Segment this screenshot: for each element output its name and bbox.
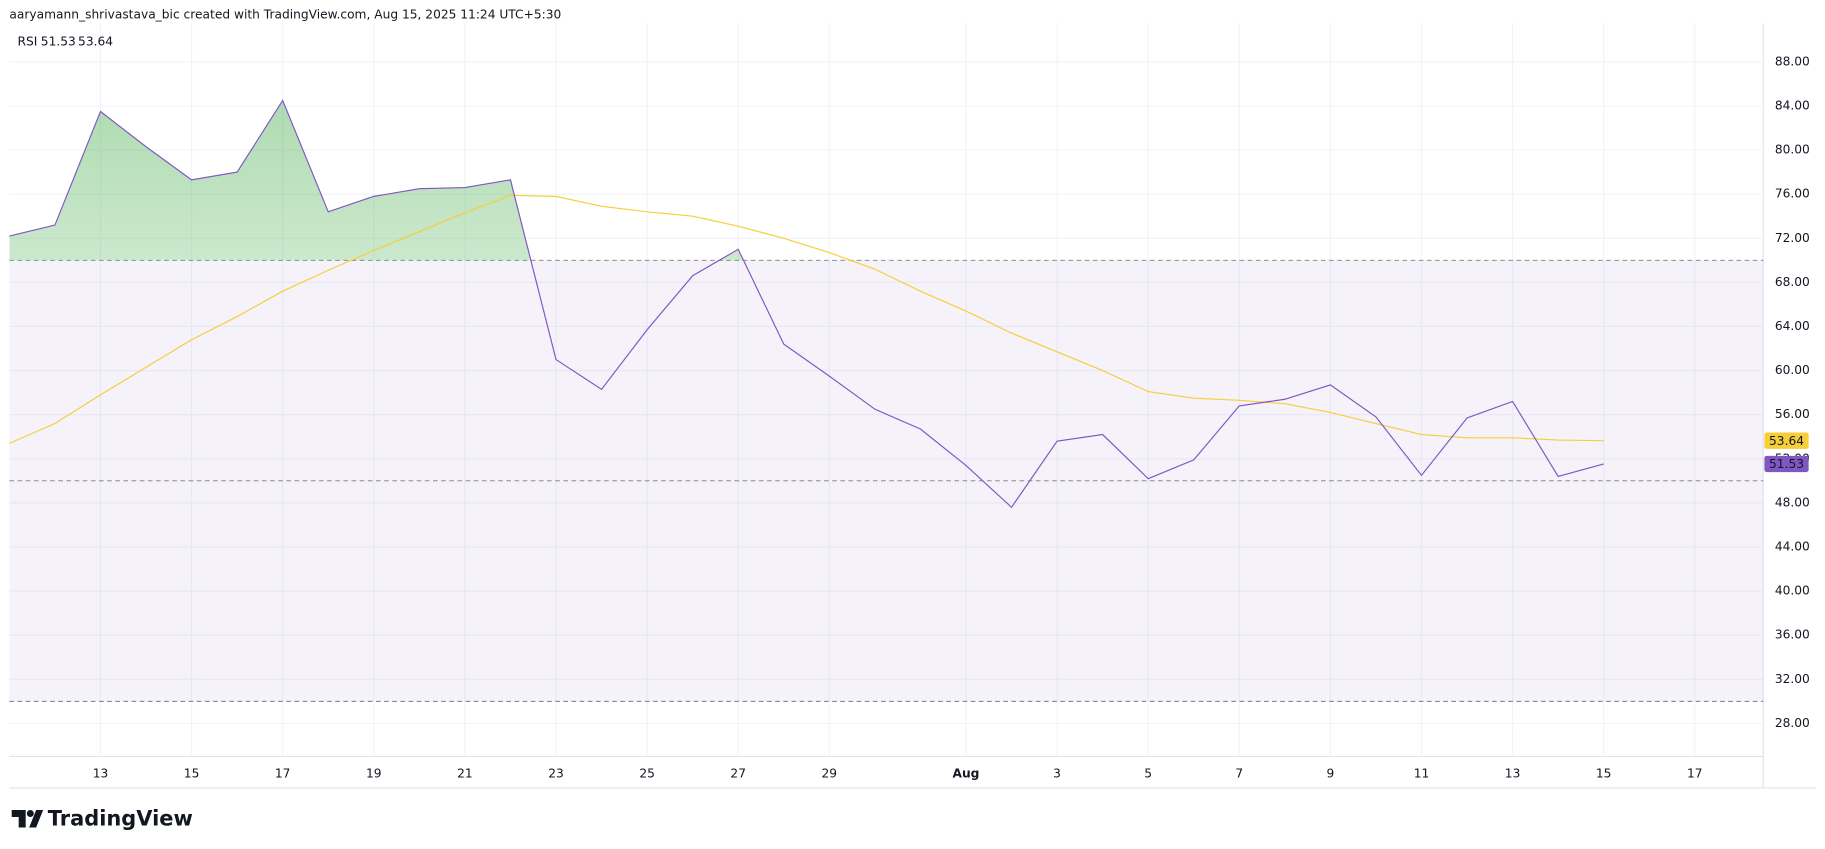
y-tick-label: 28.00 [1775,716,1810,730]
y-tick-label: 48.00 [1775,495,1810,509]
y-tick-label: 80.00 [1775,143,1810,157]
attribution: aaryamann_shrivastava_bic created with T… [9,8,561,22]
y-tick-label: 56.00 [1775,407,1810,421]
y-tick-label: 84.00 [1775,98,1810,112]
x-tick-label: 29 [822,766,838,780]
x-tick-label: 19 [366,766,382,780]
y-tick-label: 60.00 [1775,363,1810,377]
series-line [9,99,1604,509]
x-tick-label: 13 [1505,766,1521,780]
y-tick-label: 72.00 [1775,231,1810,245]
legend-value: 53.64 [78,34,113,48]
legend-title: RSI [18,34,38,48]
x-tick-label: 25 [639,766,655,780]
y-tick-label: 88.00 [1775,54,1810,68]
x-tick-label: 9 [1326,766,1334,780]
overbought-fill [9,100,1604,261]
x-tick-label: 17 [275,766,291,780]
logo-mark [26,810,34,817]
price-tag [1764,432,1809,449]
y-tick-label: 64.00 [1775,319,1810,333]
plot-area: 13 15 17 19 21 23 25 27 29 Aug 3 5 7 9 11 13 15 17 [9,23,1764,780]
x-tick-label: 7 [1235,766,1243,780]
y-tick-label: 76.00 [1775,187,1810,201]
y-tick-label: 32.00 [1775,672,1810,686]
x-tick-label: 15 [1596,766,1612,780]
series-line [9,194,1604,444]
x-tick-label: 21 [457,766,473,780]
x-tick-label: 5 [1144,766,1152,780]
legend-value: 51.53 [41,34,76,48]
x-tick-label: 15 [184,766,200,780]
price-tag [1764,455,1809,473]
y-tick-label: 36.00 [1775,628,1810,642]
x-tick-label: 23 [548,766,564,780]
x-tick-label: 13 [93,766,109,780]
x-tick-label: 17 [1687,766,1703,780]
x-tick-label: 11 [1414,766,1430,780]
y-tick-label: 40.00 [1775,584,1810,598]
logo-mark [29,810,44,828]
price-tag-label: 51.53 [1769,457,1804,471]
logo-mark [11,810,26,828]
x-tick-label: Aug [953,766,980,780]
brand: TradingView [48,806,193,830]
price-tag-label: 53.64 [1769,434,1804,448]
y-tick-label: 44.00 [1775,539,1810,553]
x-tick-label: 3 [1053,766,1061,780]
x-tick-label: 27 [730,766,746,780]
y-tick-label: 68.00 [1775,275,1810,289]
logo: TradingView [11,806,193,830]
